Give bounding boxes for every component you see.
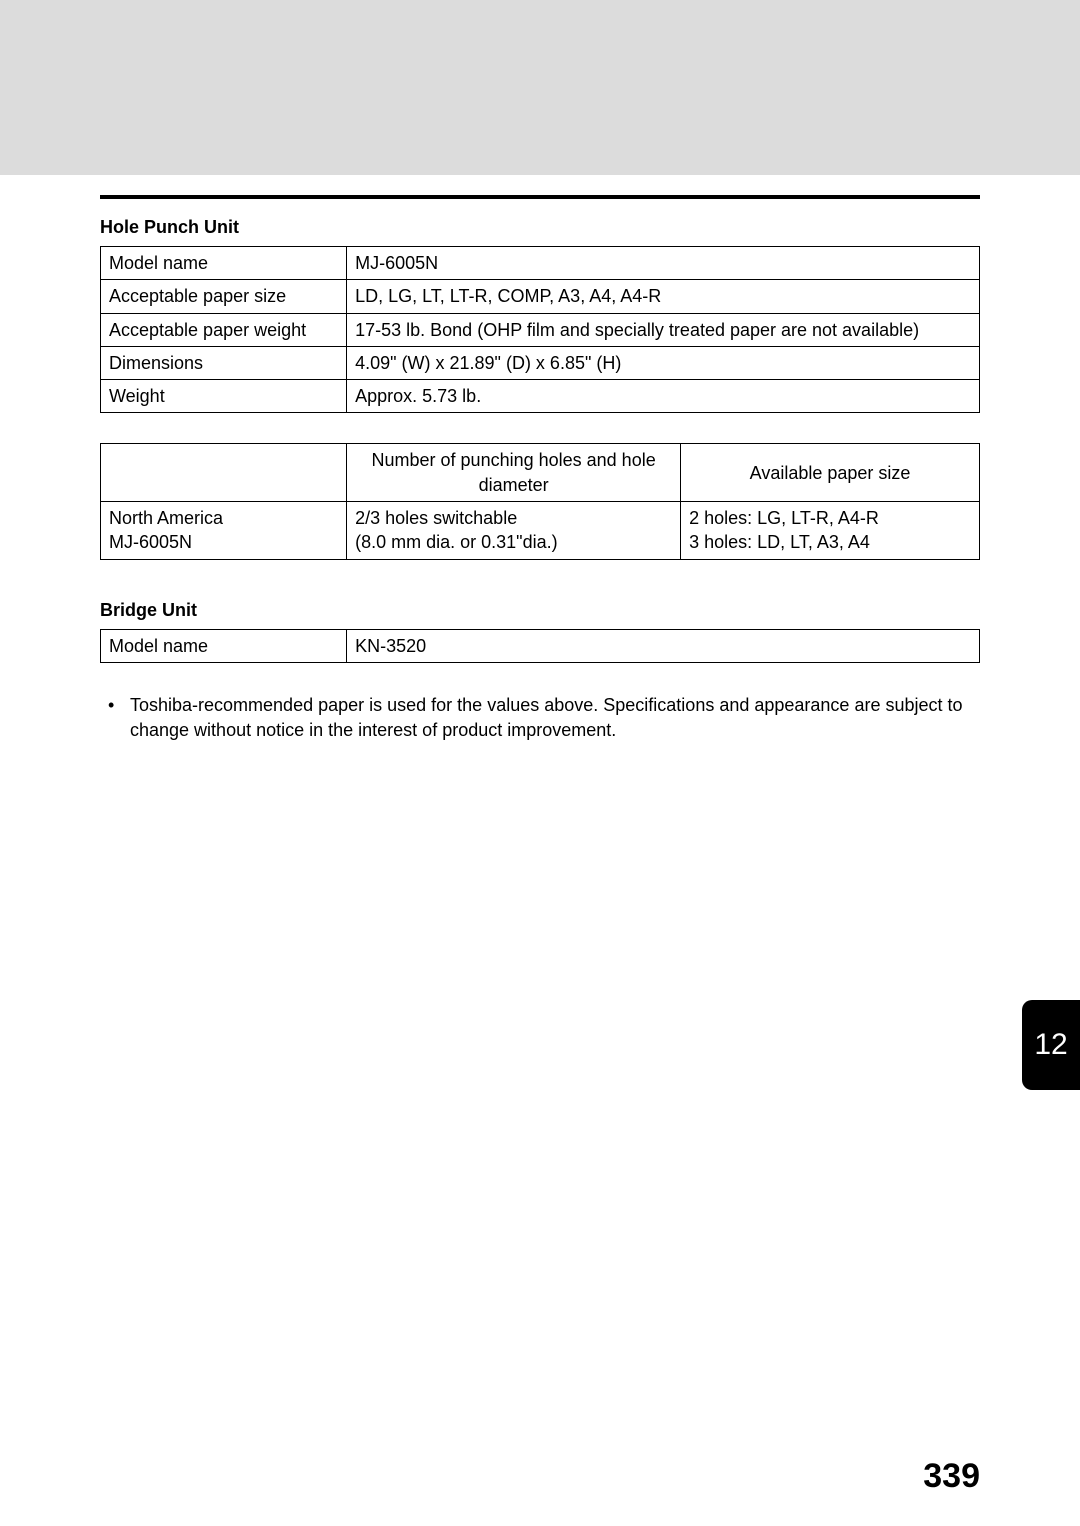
spec-label: Acceptable paper size bbox=[101, 280, 347, 313]
spec-label: Model name bbox=[101, 247, 347, 280]
holes-header-empty bbox=[101, 444, 347, 502]
section-rule bbox=[100, 195, 980, 199]
page-content: Hole Punch Unit Model name MJ-6005N Acce… bbox=[0, 195, 1080, 743]
table-row: Acceptable paper weight 17-53 lb. Bond (… bbox=[101, 313, 980, 346]
table-row: Weight Approx. 5.73 lb. bbox=[101, 380, 980, 413]
table-row: Model name MJ-6005N bbox=[101, 247, 980, 280]
spec-value: Approx. 5.73 lb. bbox=[347, 380, 980, 413]
footnote: • Toshiba-recommended paper is used for … bbox=[100, 693, 980, 743]
spec-label: Model name bbox=[101, 629, 347, 662]
page-number: 339 bbox=[923, 1457, 980, 1496]
spec-value: MJ-6005N bbox=[347, 247, 980, 280]
holes-region-line2: MJ-6005N bbox=[109, 532, 192, 552]
table-row: Acceptable paper size LD, LG, LT, LT-R, … bbox=[101, 280, 980, 313]
table-row: Dimensions 4.09" (W) x 21.89" (D) x 6.85… bbox=[101, 346, 980, 379]
holes-paper-line1: 2 holes: LG, LT-R, A4-R bbox=[689, 508, 879, 528]
holes-diameter-line1: 2/3 holes switchable bbox=[355, 508, 517, 528]
hole-punch-table: Model name MJ-6005N Acceptable paper siz… bbox=[100, 246, 980, 413]
footnote-bullet: • bbox=[100, 693, 130, 743]
holes-paper: 2 holes: LG, LT-R, A4-R 3 holes: LD, LT,… bbox=[681, 502, 980, 560]
holes-region: North America MJ-6005N bbox=[101, 502, 347, 560]
holes-paper-line2: 3 holes: LD, LT, A3, A4 bbox=[689, 532, 870, 552]
bridge-unit-title: Bridge Unit bbox=[100, 600, 980, 621]
bridge-unit-table: Model name KN-3520 bbox=[100, 629, 980, 663]
table-header-row: Number of punching holes and hole diamet… bbox=[101, 444, 980, 502]
holes-table: Number of punching holes and hole diamet… bbox=[100, 443, 980, 559]
holes-region-line1: North America bbox=[109, 508, 223, 528]
top-header-bar bbox=[0, 0, 1080, 175]
holes-diameter-line2: (8.0 mm dia. or 0.31"dia.) bbox=[355, 532, 557, 552]
spec-value: LD, LG, LT, LT-R, COMP, A3, A4, A4-R bbox=[347, 280, 980, 313]
chapter-tab: 12 bbox=[1022, 1000, 1080, 1090]
spec-value: 17-53 lb. Bond (OHP film and specially t… bbox=[347, 313, 980, 346]
spec-label: Weight bbox=[101, 380, 347, 413]
table-row: North America MJ-6005N 2/3 holes switcha… bbox=[101, 502, 980, 560]
spec-value: KN-3520 bbox=[347, 629, 980, 662]
spec-label: Acceptable paper weight bbox=[101, 313, 347, 346]
footnote-text: Toshiba-recommended paper is used for th… bbox=[130, 693, 980, 743]
holes-header-diameter: Number of punching holes and hole diamet… bbox=[347, 444, 681, 502]
hole-punch-title: Hole Punch Unit bbox=[100, 217, 980, 238]
spec-label: Dimensions bbox=[101, 346, 347, 379]
table-row: Model name KN-3520 bbox=[101, 629, 980, 662]
holes-diameter: 2/3 holes switchable (8.0 mm dia. or 0.3… bbox=[347, 502, 681, 560]
spec-value: 4.09" (W) x 21.89" (D) x 6.85" (H) bbox=[347, 346, 980, 379]
holes-header-paper: Available paper size bbox=[681, 444, 980, 502]
